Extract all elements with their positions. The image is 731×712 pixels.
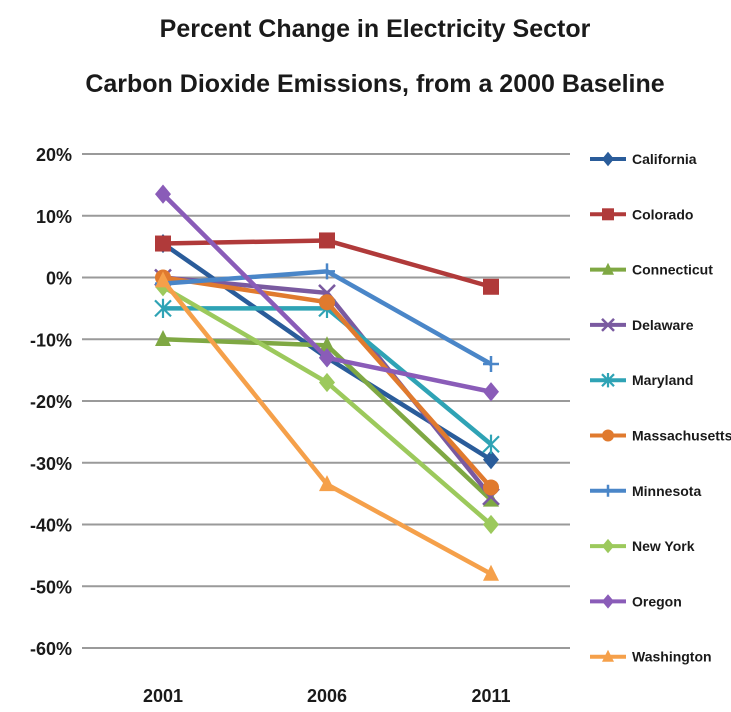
data-point <box>483 278 499 295</box>
data-point <box>319 372 335 393</box>
data-point <box>601 318 615 332</box>
data-point <box>319 232 335 249</box>
data-point <box>483 450 499 470</box>
data-point <box>483 382 499 402</box>
y-tick-label: -50% <box>30 577 72 597</box>
legend-item-connecticut: Connecticut <box>590 262 713 278</box>
chart-title-line-1: Percent Change in Electricity Sector <box>160 15 591 43</box>
x-tick-label: 2011 <box>471 686 510 706</box>
legend-label: Connecticut <box>632 262 713 278</box>
legend-item-oregon: Oregon <box>590 593 682 609</box>
data-point <box>319 294 335 311</box>
data-point <box>602 594 614 609</box>
legend-item-minnesota: Minnesota <box>590 483 701 499</box>
y-tick-label: -10% <box>30 330 72 350</box>
data-point <box>602 429 614 442</box>
y-tick-label: -60% <box>30 639 72 659</box>
y-tick-label: -20% <box>30 392 72 412</box>
y-tick-label: 0% <box>46 269 72 289</box>
legend: California Colorado Connecticut Delaware Mar… <box>590 151 731 665</box>
legend-label: Colorado <box>632 206 693 222</box>
legend-item-new-york: New York <box>590 538 695 554</box>
series-washington <box>155 271 499 581</box>
series-lines <box>154 184 500 581</box>
legend-item-delaware: Delaware <box>590 317 694 333</box>
data-point <box>319 263 335 280</box>
data-point <box>155 235 171 252</box>
y-axis-tick-labels: 20% 10% 0% -10% -20% -30% -40% -50% -60% <box>30 145 72 659</box>
legend-label: New York <box>632 538 695 554</box>
legend-label: Delaware <box>632 317 694 333</box>
data-point <box>483 479 499 496</box>
legend-item-washington: Washington <box>590 649 712 665</box>
data-point <box>483 355 499 372</box>
gridlines <box>82 153 570 649</box>
data-point <box>319 336 335 353</box>
chart-title-line-2: Carbon Dioxide Emissions, from a 2000 Ba… <box>85 70 664 98</box>
data-point <box>601 373 615 388</box>
data-point <box>155 184 171 204</box>
series-oregon <box>155 184 499 402</box>
data-point <box>483 514 499 535</box>
legend-item-california: California <box>590 151 697 167</box>
y-tick-label: -40% <box>30 516 72 536</box>
data-point <box>602 151 614 167</box>
x-tick-label: 2001 <box>143 686 183 706</box>
legend-item-colorado: Colorado <box>590 206 693 222</box>
series-connecticut <box>155 330 499 507</box>
y-tick-label: 10% <box>36 207 72 227</box>
y-tick-label: 20% <box>36 145 72 165</box>
data-point <box>154 298 172 318</box>
data-point <box>602 208 614 221</box>
data-point <box>602 649 614 662</box>
data-point <box>483 490 499 507</box>
series-massachusetts <box>155 269 499 496</box>
legend-label: Minnesota <box>632 483 701 499</box>
data-point <box>602 484 614 497</box>
data-point <box>319 475 335 492</box>
legend-label: Maryland <box>632 372 693 388</box>
series-colorado <box>155 232 499 295</box>
x-tick-label: 2006 <box>307 686 347 706</box>
legend-item-maryland: Maryland <box>590 372 693 388</box>
data-point <box>155 271 171 288</box>
data-point <box>602 538 614 554</box>
x-axis-tick-labels: 2001 2006 2011 <box>143 686 511 706</box>
data-point <box>602 262 614 275</box>
data-point <box>483 564 499 581</box>
y-tick-label: -30% <box>30 454 72 474</box>
legend-label: Washington <box>632 649 712 665</box>
legend-label: Massachusetts <box>632 428 731 444</box>
legend-label: Oregon <box>632 593 682 609</box>
data-point <box>155 330 171 347</box>
data-point <box>319 348 335 368</box>
legend-label: California <box>632 151 697 167</box>
data-point <box>482 434 500 454</box>
legend-item-massachusetts: Massachusetts <box>590 428 731 444</box>
